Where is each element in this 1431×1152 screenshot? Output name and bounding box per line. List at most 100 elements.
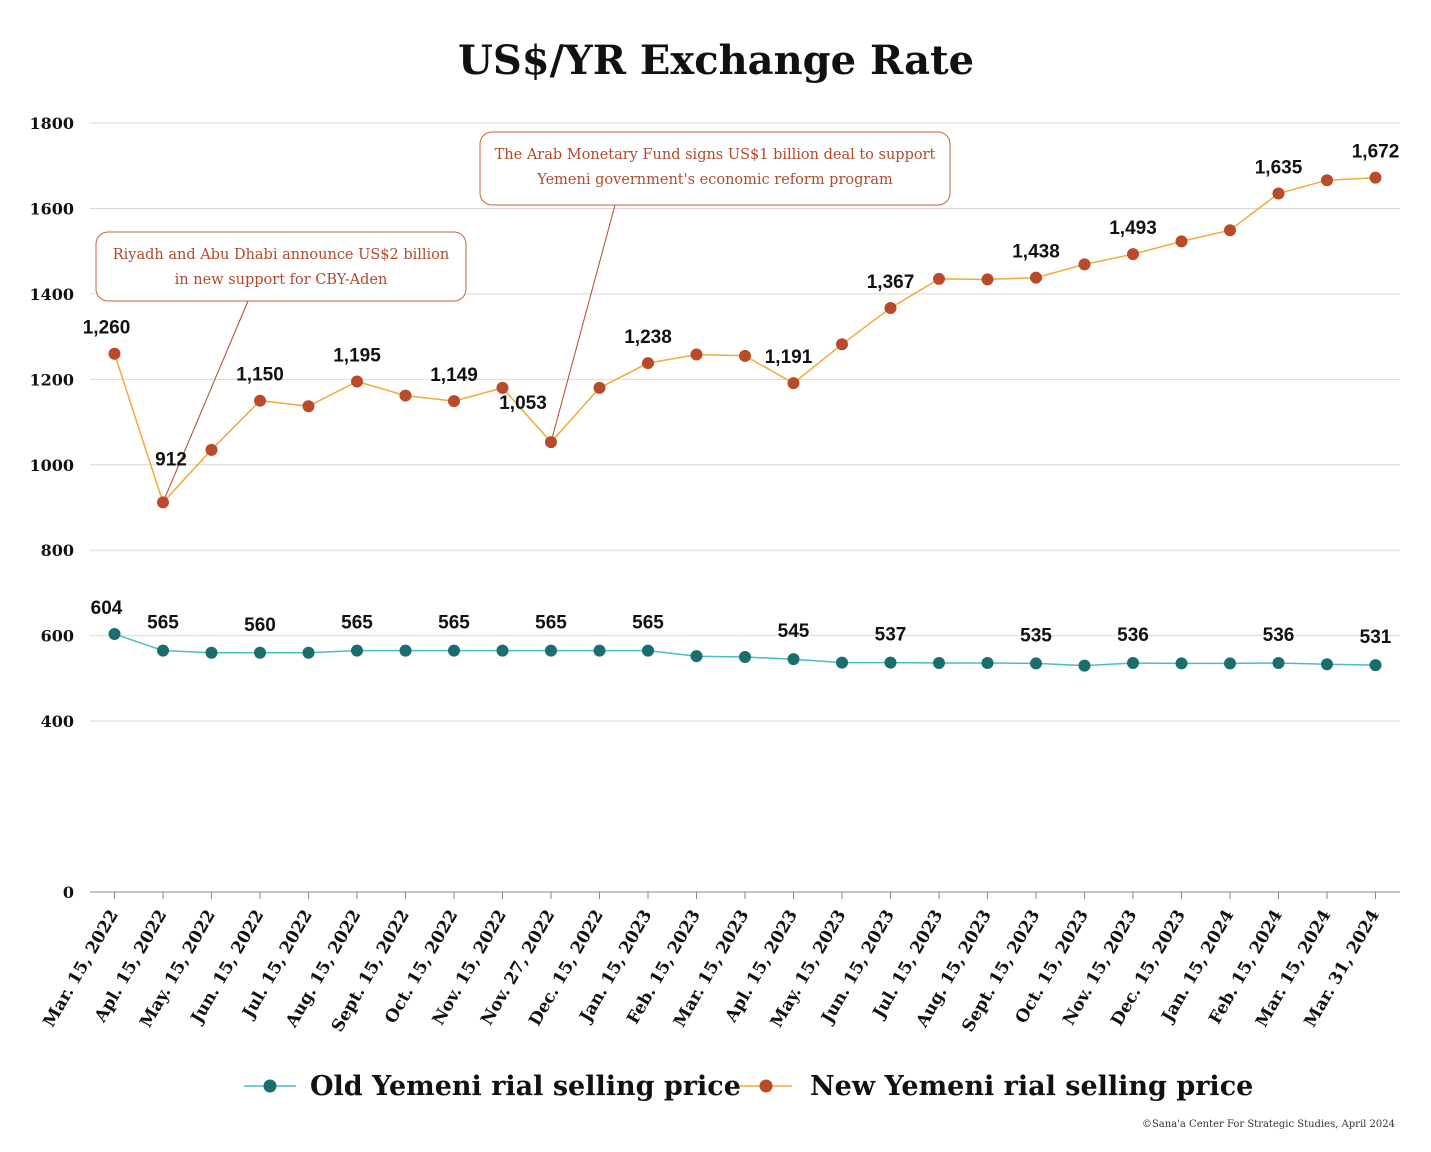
- data-point: [1127, 657, 1139, 670]
- gridlines: [90, 122, 1400, 722]
- data-point: [302, 400, 315, 413]
- data-point: [884, 301, 897, 314]
- y-tick-label: 1600: [29, 199, 74, 218]
- credit-text: ©Sana'a Center For Strategic Studies, Ap…: [1142, 1119, 1395, 1130]
- chart-title: US$/YR Exchange Rate: [458, 37, 974, 84]
- data-labels: 604 565 560 565 565 565 565 545 537 535 536 536 531 1…: [83, 142, 1400, 648]
- data-label: 545: [778, 621, 810, 642]
- annotation-text: in new support for CBY-Aden: [175, 272, 388, 288]
- data-point: [593, 644, 606, 657]
- data-point: [351, 644, 363, 657]
- data-point: [1369, 171, 1382, 184]
- y-tick-label: 1400: [29, 285, 74, 304]
- data-point: [1272, 187, 1285, 200]
- data-label: 1,672: [1352, 142, 1400, 163]
- data-point: [1127, 248, 1139, 261]
- data-point: [739, 349, 751, 362]
- data-point: [496, 644, 509, 657]
- data-label: 536: [1263, 625, 1295, 646]
- data-label: 565: [438, 613, 470, 634]
- legend-marker: [263, 1079, 277, 1093]
- data-point: [254, 646, 266, 659]
- y-tick-label: 0: [63, 883, 74, 902]
- old-rial-series: [108, 627, 1382, 672]
- legend: Old Yemeni rial selling price New Yemeni …: [244, 1071, 1253, 1102]
- data-label: 604: [91, 598, 123, 619]
- data-label: 565: [147, 613, 179, 634]
- legend-label: Old Yemeni rial selling price: [310, 1071, 741, 1102]
- data-label: 912: [155, 449, 187, 470]
- data-label: 1,367: [867, 272, 915, 293]
- data-point: [1321, 658, 1333, 671]
- annotation-callout: Riyadh and Abu Dhabi announce US$2 billi…: [95, 231, 467, 503]
- data-point: [254, 394, 266, 407]
- data-point: [1175, 235, 1188, 248]
- data-point: [302, 646, 315, 659]
- data-label: 1,150: [236, 365, 284, 386]
- data-point: [205, 646, 218, 659]
- data-label: 535: [1020, 625, 1052, 646]
- data-point: [690, 348, 703, 361]
- data-point: [1030, 657, 1042, 670]
- data-point: [448, 395, 460, 408]
- data-label: 565: [632, 613, 664, 634]
- data-point: [981, 657, 994, 670]
- series-line: [113, 176, 1376, 504]
- data-point: [690, 650, 703, 663]
- data-point: [593, 381, 606, 394]
- data-point: [933, 657, 945, 670]
- data-label: 1,149: [430, 365, 478, 386]
- data-point: [981, 273, 994, 286]
- data-label: 1,438: [1012, 242, 1060, 263]
- data-point: [157, 496, 169, 509]
- data-point: [787, 377, 800, 390]
- y-tick-label: 1000: [29, 456, 74, 475]
- data-label: 531: [1360, 627, 1392, 648]
- data-point: [351, 375, 363, 388]
- data-point: [157, 644, 169, 657]
- data-point: [642, 644, 654, 657]
- data-point: [884, 656, 897, 669]
- data-label: 1,238: [624, 327, 672, 348]
- legend-marker: [759, 1079, 773, 1093]
- y-tick-label: 400: [41, 712, 74, 731]
- data-label: 536: [1117, 625, 1149, 646]
- data-label: 565: [535, 613, 567, 634]
- legend-item-old-rial: Old Yemeni rial selling price: [244, 1071, 741, 1102]
- data-label: 560: [244, 615, 276, 636]
- data-point: [399, 644, 412, 657]
- data-point: [108, 627, 121, 640]
- y-tick-label: 1800: [29, 114, 74, 133]
- annotation-callout: The Arab Monetary Fund signs US$1 billio…: [479, 131, 951, 443]
- data-point: [933, 272, 945, 285]
- legend-item-new-rial: New Yemeni rial selling price: [740, 1071, 1253, 1102]
- annotation-leader-line: [550, 204, 616, 443]
- annotation-text: Yemeni government's economic reform prog…: [536, 172, 893, 188]
- data-point: [205, 443, 218, 456]
- data-point: [545, 436, 557, 449]
- data-point: [1030, 271, 1042, 284]
- data-point: [108, 347, 121, 360]
- data-point: [545, 644, 557, 657]
- data-label: 1,053: [499, 393, 547, 414]
- data-point: [1224, 224, 1236, 237]
- data-label: 1,493: [1109, 218, 1157, 239]
- data-point: [1078, 659, 1091, 672]
- data-point: [1321, 174, 1333, 187]
- data-point: [1224, 657, 1236, 670]
- annotation-text: The Arab Monetary Fund signs US$1 billio…: [495, 147, 936, 163]
- y-tick-label: 600: [41, 627, 74, 646]
- data-point: [399, 389, 412, 402]
- data-point: [836, 338, 848, 351]
- data-label: 1,191: [765, 347, 813, 368]
- annotation-box: [95, 231, 467, 302]
- data-point: [787, 653, 800, 666]
- data-point: [642, 357, 654, 370]
- data-point: [1078, 258, 1091, 271]
- series: [108, 171, 1382, 672]
- data-point: [1369, 659, 1382, 672]
- y-tick-label: 1200: [29, 370, 74, 389]
- data-label: 537: [875, 625, 907, 646]
- data-label: 1,260: [83, 318, 131, 339]
